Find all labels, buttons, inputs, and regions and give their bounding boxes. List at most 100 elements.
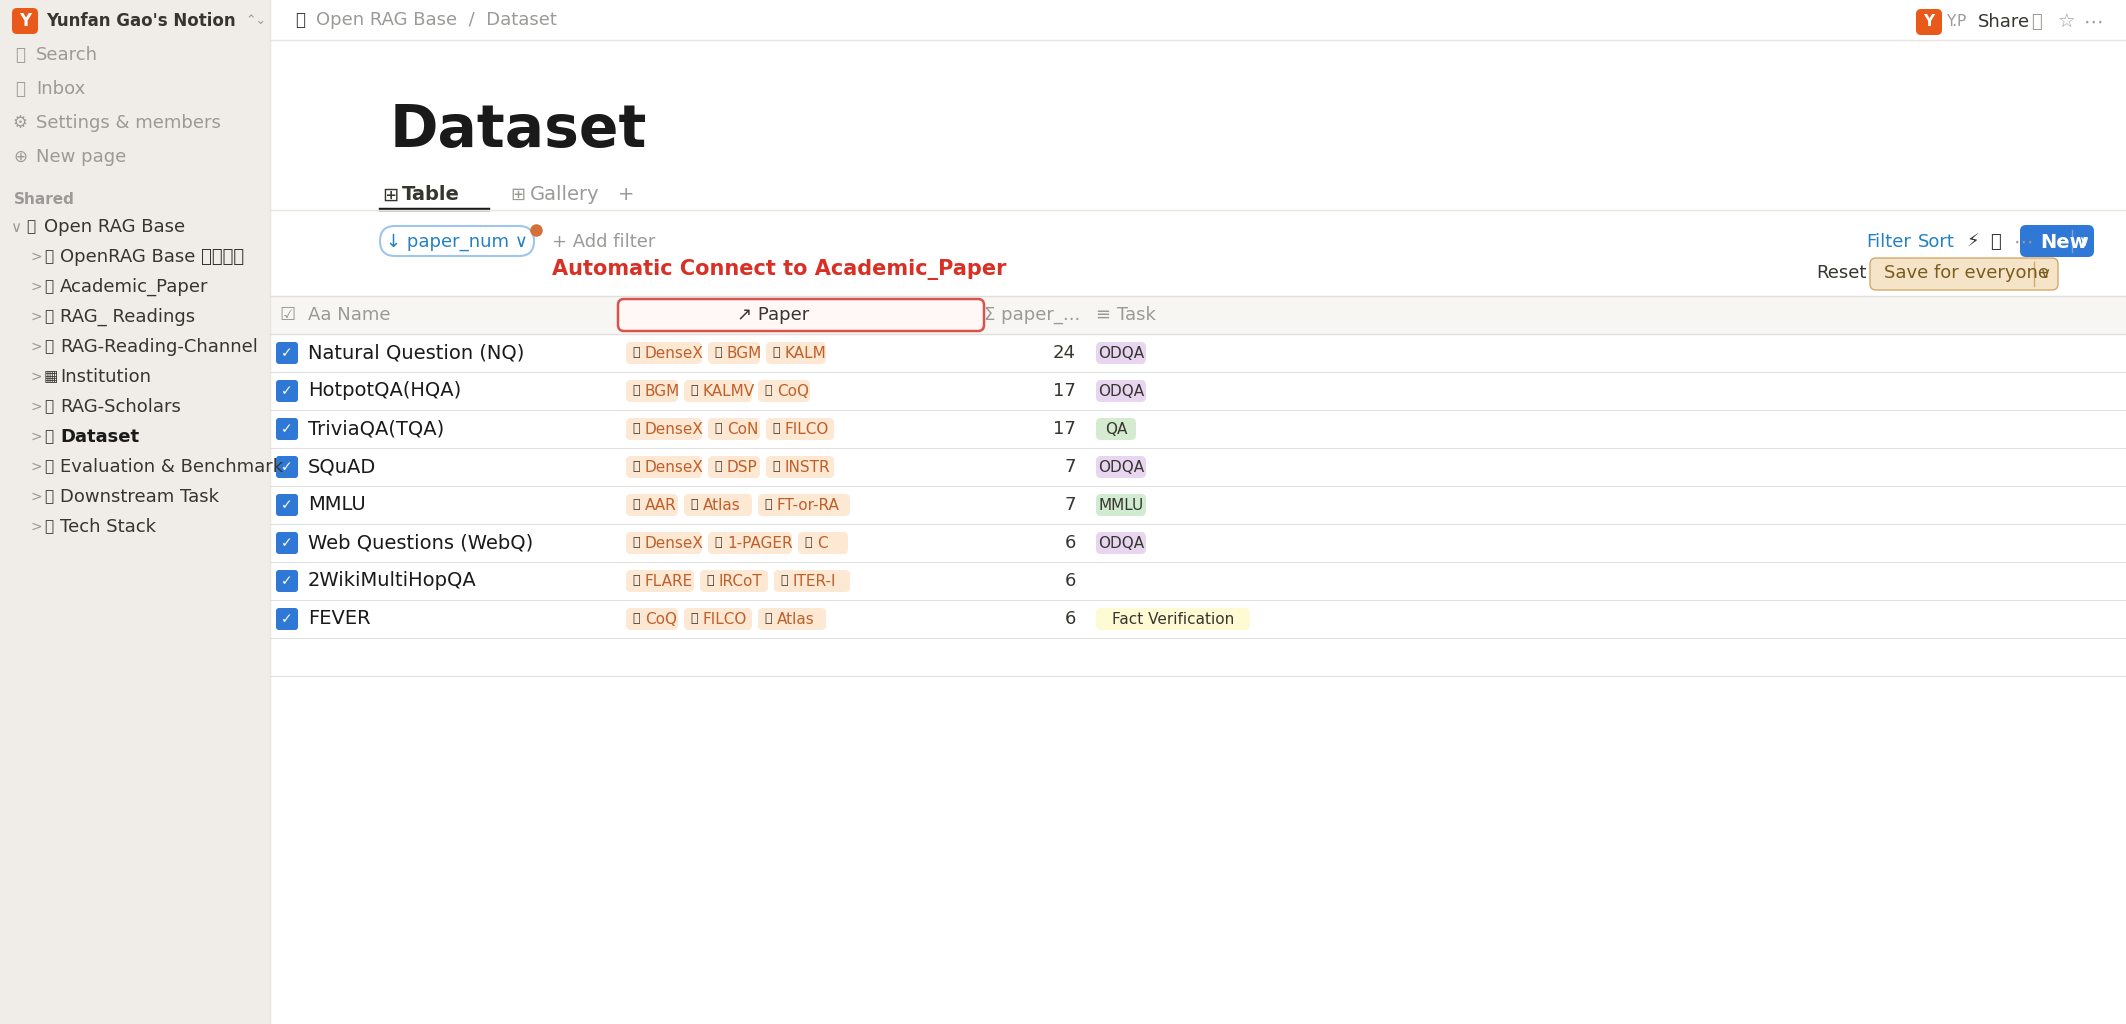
Text: Academic_Paper: Academic_Paper bbox=[60, 278, 208, 296]
FancyBboxPatch shape bbox=[759, 380, 810, 402]
Text: BGM: BGM bbox=[644, 384, 680, 398]
Text: ☑: ☑ bbox=[279, 306, 296, 324]
Text: 2WikiMultiHopQA: 2WikiMultiHopQA bbox=[308, 571, 476, 591]
Text: ✓: ✓ bbox=[281, 422, 293, 436]
Text: Gallery: Gallery bbox=[529, 185, 600, 205]
FancyBboxPatch shape bbox=[699, 570, 767, 592]
Text: 📄: 📄 bbox=[45, 340, 53, 354]
Text: OpenRAG Base 中文介绍: OpenRAG Base 中文介绍 bbox=[60, 248, 244, 266]
Text: ✓: ✓ bbox=[281, 460, 293, 474]
Text: 📄: 📄 bbox=[631, 612, 640, 626]
Text: 📄: 📄 bbox=[780, 574, 789, 588]
Text: 📄: 📄 bbox=[691, 384, 697, 397]
Text: ODQA: ODQA bbox=[1097, 536, 1144, 551]
Text: CoQ: CoQ bbox=[776, 384, 810, 398]
FancyBboxPatch shape bbox=[276, 342, 298, 364]
FancyBboxPatch shape bbox=[625, 570, 693, 592]
Text: 📄: 📄 bbox=[691, 499, 697, 512]
Text: ☆: ☆ bbox=[2058, 12, 2075, 32]
Text: 👤: 👤 bbox=[45, 399, 53, 415]
Text: 📄: 📄 bbox=[772, 461, 780, 473]
FancyBboxPatch shape bbox=[708, 418, 759, 440]
Text: RAG-Scholars: RAG-Scholars bbox=[60, 398, 181, 416]
Bar bbox=[270, 600, 2126, 638]
FancyBboxPatch shape bbox=[625, 494, 678, 516]
Text: ∨: ∨ bbox=[2039, 265, 2052, 281]
Text: ⊕: ⊕ bbox=[13, 148, 28, 166]
FancyBboxPatch shape bbox=[1916, 9, 1941, 35]
Text: Shared: Shared bbox=[15, 191, 74, 207]
Text: Tech Stack: Tech Stack bbox=[60, 518, 155, 536]
Text: 📄: 📄 bbox=[631, 384, 640, 397]
Text: ⚡: ⚡ bbox=[1967, 233, 1979, 251]
Text: Σ paper_...: Σ paper_... bbox=[984, 306, 1080, 324]
FancyBboxPatch shape bbox=[685, 380, 753, 402]
Bar bbox=[270, 0, 2126, 40]
Text: Sort: Sort bbox=[1918, 233, 1956, 251]
Text: Reset: Reset bbox=[1816, 264, 1867, 282]
Text: 7: 7 bbox=[1065, 496, 1076, 514]
FancyBboxPatch shape bbox=[765, 418, 833, 440]
Text: ✓: ✓ bbox=[281, 346, 293, 360]
FancyBboxPatch shape bbox=[625, 418, 702, 440]
Text: DenseX: DenseX bbox=[644, 422, 704, 436]
Text: 1-PAGER: 1-PAGER bbox=[727, 536, 793, 551]
FancyBboxPatch shape bbox=[276, 570, 298, 592]
Text: Open RAG Base  /  Dataset: Open RAG Base / Dataset bbox=[317, 11, 557, 29]
FancyBboxPatch shape bbox=[625, 608, 678, 630]
Text: HotpotQA(HQA): HotpotQA(HQA) bbox=[308, 382, 461, 400]
Text: ∨: ∨ bbox=[11, 219, 21, 234]
Text: ⊞: ⊞ bbox=[383, 185, 398, 205]
Bar bbox=[270, 486, 2126, 524]
FancyBboxPatch shape bbox=[759, 608, 827, 630]
Bar bbox=[270, 562, 2126, 600]
Text: MMLU: MMLU bbox=[1099, 498, 1144, 512]
Bar bbox=[0, 0, 270, 1024]
Text: Settings & members: Settings & members bbox=[36, 114, 221, 132]
FancyBboxPatch shape bbox=[1097, 494, 1146, 516]
Text: ⚙: ⚙ bbox=[13, 114, 28, 132]
Bar bbox=[0, 0, 270, 42]
Text: 📄: 📄 bbox=[691, 612, 697, 626]
FancyBboxPatch shape bbox=[1097, 532, 1146, 554]
Text: 📄: 📄 bbox=[714, 423, 721, 435]
Text: CoQ: CoQ bbox=[644, 611, 676, 627]
Text: Share: Share bbox=[1977, 13, 2030, 31]
Text: 📄: 📄 bbox=[631, 346, 640, 359]
Text: 📋: 📋 bbox=[45, 280, 53, 295]
Text: IRCoT: IRCoT bbox=[719, 573, 763, 589]
Text: 17: 17 bbox=[1052, 420, 1076, 438]
Text: 6: 6 bbox=[1065, 610, 1076, 628]
Text: ODQA: ODQA bbox=[1097, 345, 1144, 360]
Text: >: > bbox=[30, 460, 43, 474]
FancyBboxPatch shape bbox=[625, 380, 678, 402]
FancyBboxPatch shape bbox=[708, 532, 793, 554]
Text: Y.P: Y.P bbox=[1945, 14, 1967, 30]
Text: 17: 17 bbox=[1052, 382, 1076, 400]
Text: ↗ Paper: ↗ Paper bbox=[738, 306, 810, 324]
Text: ✓: ✓ bbox=[281, 384, 293, 398]
FancyBboxPatch shape bbox=[708, 456, 759, 478]
FancyBboxPatch shape bbox=[276, 494, 298, 516]
Text: CoN: CoN bbox=[727, 422, 759, 436]
FancyBboxPatch shape bbox=[765, 456, 833, 478]
Text: ▦: ▦ bbox=[45, 370, 57, 384]
Text: ✓: ✓ bbox=[281, 536, 293, 550]
Text: ⌃⌄: ⌃⌄ bbox=[244, 14, 266, 28]
FancyBboxPatch shape bbox=[276, 380, 298, 402]
Text: 📄: 📄 bbox=[714, 346, 721, 359]
Text: AAR: AAR bbox=[644, 498, 676, 512]
Text: BGM: BGM bbox=[727, 345, 763, 360]
Text: 📄: 📄 bbox=[45, 309, 53, 325]
Text: + Add filter: + Add filter bbox=[553, 233, 655, 251]
Text: Yunfan Gao's Notion: Yunfan Gao's Notion bbox=[47, 12, 236, 30]
Bar bbox=[270, 296, 2126, 334]
Text: New page: New page bbox=[36, 148, 125, 166]
Bar bbox=[270, 524, 2126, 562]
FancyBboxPatch shape bbox=[276, 418, 298, 440]
Text: INSTR: INSTR bbox=[784, 460, 831, 474]
Text: 📄: 📄 bbox=[631, 461, 640, 473]
FancyBboxPatch shape bbox=[685, 494, 753, 516]
Text: Save for everyone: Save for everyone bbox=[1884, 264, 2049, 282]
Text: ⊞: ⊞ bbox=[510, 186, 525, 204]
